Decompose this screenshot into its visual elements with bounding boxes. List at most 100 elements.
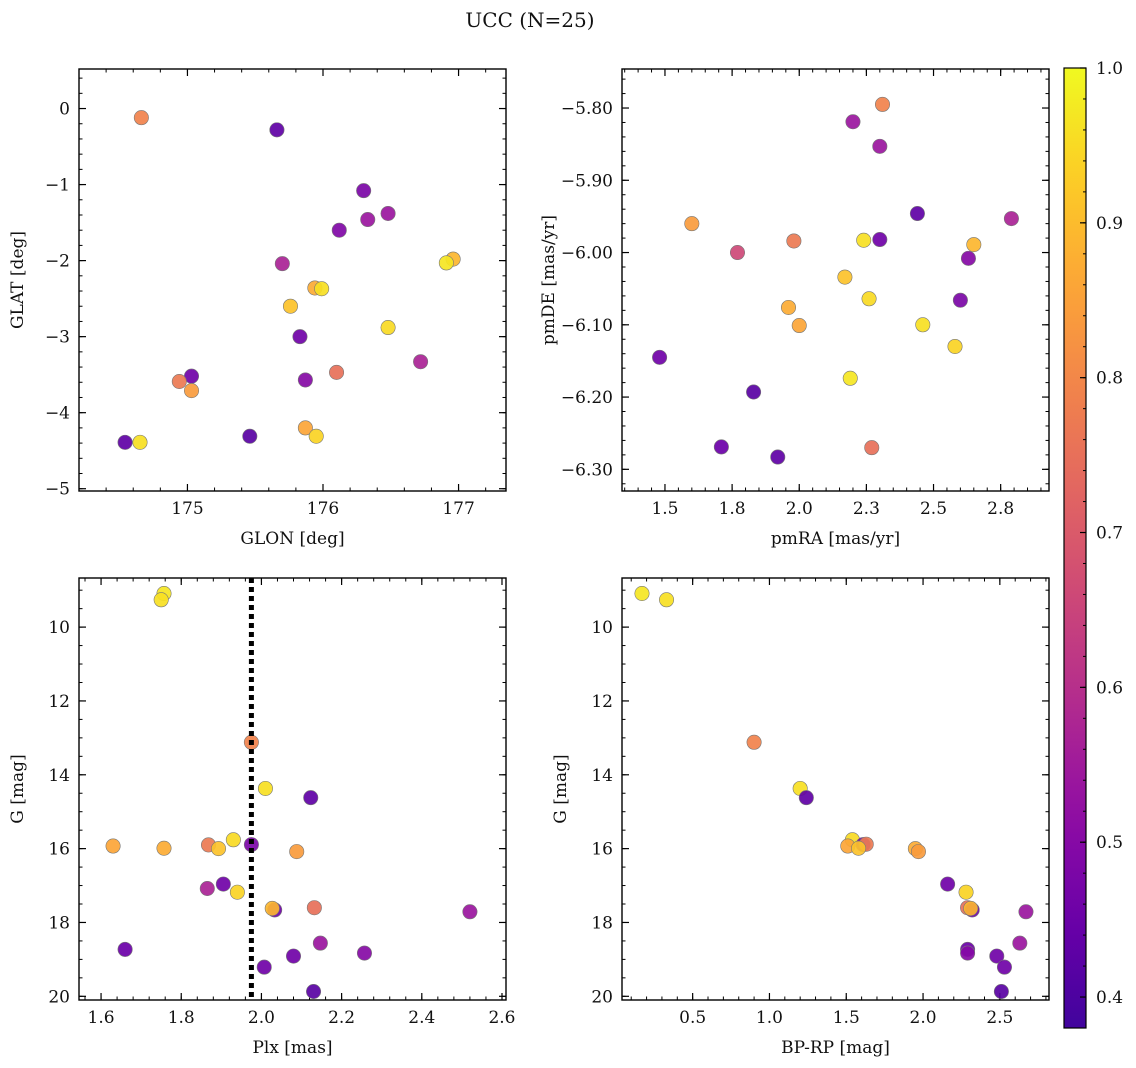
y-tick-label: −1 xyxy=(45,176,70,196)
y-tick-label: −6.00 xyxy=(561,244,613,264)
scatter-point xyxy=(842,370,858,386)
scatter-point xyxy=(312,935,328,951)
scatter-point xyxy=(215,876,231,892)
scatter-point xyxy=(634,586,650,602)
scatter-point xyxy=(746,384,762,400)
panel-1: 175 176 177 −5 −4 −3 −2 −1 0 GLON [deg] GLAT [deg] xyxy=(8,68,507,549)
y-tick-label: −6.30 xyxy=(561,460,613,480)
y-tick-label: 0 xyxy=(59,100,70,120)
y-axis-label: G [mag] xyxy=(8,754,28,823)
x-tick-label: 2.5 xyxy=(920,499,947,519)
y-tick-label: 16 xyxy=(591,840,613,860)
scatter-point xyxy=(966,237,982,253)
scatter-point xyxy=(786,233,802,249)
scatter-point xyxy=(274,256,290,272)
minor-ticks xyxy=(622,578,1049,1000)
scatter-point xyxy=(256,959,272,975)
scatter-point xyxy=(1018,904,1034,920)
x-tick-label: 0.5 xyxy=(679,1008,706,1028)
major-ticks xyxy=(622,69,1049,491)
scatter-point xyxy=(264,900,280,916)
scatter-point xyxy=(958,884,974,900)
x-tick-label: 2.0 xyxy=(786,499,813,519)
scatter-point xyxy=(864,440,880,456)
colorbar: 0.4 0.5 0.6 0.7 0.8 0.9 1.0 xyxy=(1063,59,1123,1029)
scatter-point xyxy=(909,206,925,222)
scatter-point xyxy=(225,832,241,848)
scatter-point xyxy=(156,840,172,856)
y-tick-label: 12 xyxy=(48,692,70,712)
x-axis-label: pmRA [mas/yr] xyxy=(771,529,900,549)
y-tick-label: 20 xyxy=(48,987,70,1007)
scatter-point xyxy=(989,948,1005,964)
scatter-point xyxy=(462,904,478,920)
y-tick-label: 14 xyxy=(48,766,70,786)
y-tick-label: 18 xyxy=(48,913,70,933)
scatter-point xyxy=(297,420,313,436)
y-tick-label: −2 xyxy=(45,252,70,272)
y-axis-label: GLAT [deg] xyxy=(8,231,28,329)
y-tick-label: −5 xyxy=(45,480,70,500)
figure-title: UCC (N=25) xyxy=(465,8,594,32)
scatter-point xyxy=(286,948,302,964)
scatter-points xyxy=(634,586,1034,1000)
scatter-point xyxy=(153,592,169,608)
scatter-point xyxy=(133,110,149,126)
scatter-point xyxy=(199,881,215,897)
axes-frame xyxy=(621,68,1050,492)
scatter-point xyxy=(960,945,976,961)
scatter-point xyxy=(791,318,807,334)
scatter-point xyxy=(117,941,133,957)
major-ticks xyxy=(79,578,506,1000)
scatter-point xyxy=(331,222,347,238)
scatter-point xyxy=(845,114,861,130)
y-tick-label: 18 xyxy=(591,913,613,933)
scatter-point xyxy=(872,232,888,248)
scatter-point xyxy=(915,317,931,333)
scatter-point xyxy=(746,734,762,750)
panel-2: 1.5 1.8 2.0 2.3 2.5 2.8 −6.30 −6.20 −6.10 −6.00 −5… xyxy=(539,68,1050,549)
scatter-point xyxy=(872,138,888,154)
scatter-point xyxy=(356,183,372,199)
scatter-point xyxy=(856,232,872,248)
x-axis-label: GLON [deg] xyxy=(240,529,344,549)
panels: 175 176 177 −5 −4 −3 −2 −1 0 GLON [deg] GLAT [deg]… xyxy=(8,68,1050,1058)
scatter-point xyxy=(684,216,700,232)
minor-ticks xyxy=(79,578,506,1000)
x-tick-label: 2.5 xyxy=(986,1008,1013,1028)
scatter-point xyxy=(184,383,200,399)
scatter-point xyxy=(117,434,133,450)
axes-frame xyxy=(78,577,507,1001)
colorbar-frame xyxy=(1063,67,1087,1029)
scatter-point xyxy=(781,299,797,315)
scatter-point xyxy=(257,780,273,796)
y-axis-label: G [mag] xyxy=(551,754,571,823)
scatter-point xyxy=(729,245,745,261)
x-tick-label: 2.2 xyxy=(328,1008,355,1028)
scatter-points xyxy=(652,96,1019,465)
x-tick-label: 2.0 xyxy=(910,1008,937,1028)
scatter-point xyxy=(861,291,877,307)
x-tick-label: 2.6 xyxy=(488,1008,515,1028)
scatter-point xyxy=(1003,211,1019,227)
scatter-point xyxy=(960,250,976,266)
major-ticks xyxy=(79,69,506,491)
x-tick-label: 1.5 xyxy=(833,1008,860,1028)
scatter-point xyxy=(360,212,376,228)
scatter-point xyxy=(380,205,396,221)
scatter-point xyxy=(229,884,245,900)
scatter-point xyxy=(308,428,324,444)
x-axis-label: BP-RP [mag] xyxy=(781,1038,890,1058)
x-tick-label: 177 xyxy=(442,499,474,519)
scatter-point xyxy=(413,354,429,370)
x-tick-label: 1.8 xyxy=(719,499,746,519)
x-tick-label: 2.8 xyxy=(987,499,1014,519)
y-axis-label: pmDE [mas/yr] xyxy=(539,215,559,345)
scatter-point xyxy=(952,292,968,308)
scatter-point xyxy=(356,945,372,961)
y-tick-label: −6.10 xyxy=(561,316,613,336)
x-tick-label: 2.4 xyxy=(408,1008,435,1028)
x-tick-label: 1.0 xyxy=(756,1008,783,1028)
scatter-point xyxy=(380,320,396,336)
